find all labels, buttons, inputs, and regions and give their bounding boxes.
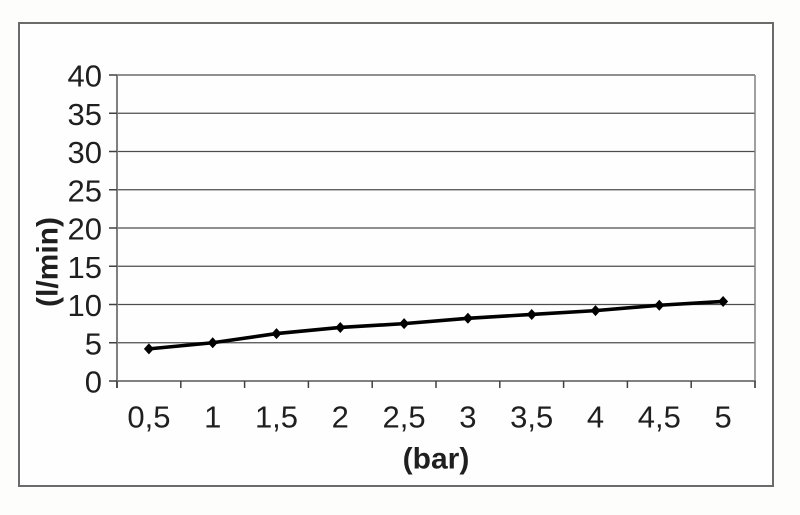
y-tick-label: 10 [68, 288, 102, 323]
x-tick-label: 1,5 [255, 400, 298, 435]
chart-frame [18, 22, 774, 487]
x-tick-label: 5 [714, 400, 731, 435]
data-point-marker [143, 343, 154, 355]
x-tick-label: 4 [587, 400, 604, 435]
x-tick-label: 0,5 [127, 400, 170, 435]
data-point-marker [718, 295, 729, 307]
x-tick-label: 1 [204, 400, 221, 435]
data-point-marker [590, 305, 601, 317]
y-tick-label: 0 [85, 365, 102, 400]
data-point-marker [654, 299, 665, 311]
data-point-marker [526, 308, 537, 320]
y-tick-label: 15 [68, 250, 102, 285]
data-point-marker [462, 312, 473, 324]
y-tick-label: 20 [68, 212, 102, 247]
x-tick-label: 3 [459, 400, 476, 435]
y-tick-label: 30 [68, 135, 102, 170]
y-tick-label: 40 [68, 59, 102, 94]
y-axis-title: (l/min) [32, 217, 65, 307]
y-tick-label: 25 [68, 173, 102, 208]
x-axis-title: (bar) [403, 443, 470, 476]
flow-series [143, 295, 729, 355]
data-point-marker [207, 337, 218, 349]
axes [109, 74, 756, 388]
x-tick-label: 2,5 [383, 400, 426, 435]
data-point-marker [399, 318, 410, 330]
data-point-marker [335, 321, 346, 333]
x-tick-label: 4,5 [638, 400, 681, 435]
data-point-marker [271, 328, 282, 340]
y-tick-label: 5 [85, 326, 102, 361]
x-tick-label: 3,5 [510, 400, 553, 435]
series-line [148, 299, 724, 351]
x-tick-label: 2 [332, 400, 349, 435]
y-tick-label: 35 [68, 97, 102, 132]
